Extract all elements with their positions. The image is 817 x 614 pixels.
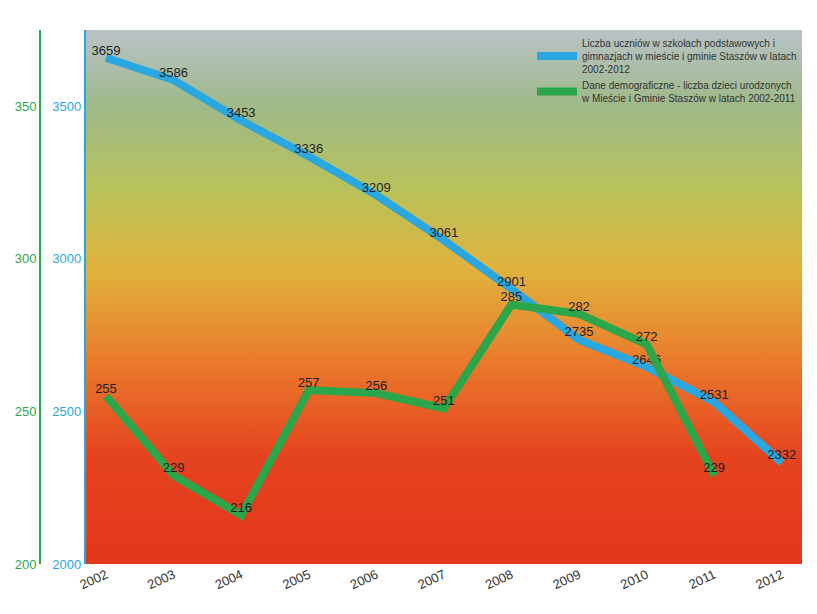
svg-text:200: 200 bbox=[15, 557, 37, 572]
svg-text:2002: 2002 bbox=[77, 567, 110, 593]
svg-text:2000: 2000 bbox=[52, 557, 81, 572]
svg-text:2008: 2008 bbox=[483, 567, 516, 593]
svg-text:2735: 2735 bbox=[565, 324, 594, 339]
svg-text:Liczba uczniów w szkołach pods: Liczba uczniów w szkołach podstawowych i… bbox=[582, 38, 797, 75]
svg-text:255: 255 bbox=[95, 381, 117, 396]
svg-text:3586: 3586 bbox=[159, 65, 188, 80]
svg-text:251: 251 bbox=[433, 393, 455, 408]
svg-text:300: 300 bbox=[15, 251, 37, 266]
svg-text:2003: 2003 bbox=[145, 567, 178, 593]
svg-text:2332: 2332 bbox=[767, 447, 796, 462]
svg-text:2007: 2007 bbox=[415, 567, 448, 593]
svg-text:272: 272 bbox=[636, 329, 658, 344]
svg-text:3061: 3061 bbox=[429, 225, 458, 240]
svg-text:2005: 2005 bbox=[280, 567, 313, 593]
svg-text:3000: 3000 bbox=[52, 251, 81, 266]
svg-text:2531: 2531 bbox=[700, 387, 729, 402]
svg-text:3453: 3453 bbox=[227, 105, 256, 120]
svg-text:282: 282 bbox=[568, 299, 590, 314]
svg-text:2646: 2646 bbox=[632, 352, 661, 367]
svg-text:256: 256 bbox=[365, 378, 387, 393]
svg-text:285: 285 bbox=[501, 289, 523, 304]
svg-text:3209: 3209 bbox=[362, 180, 391, 195]
svg-text:3659: 3659 bbox=[92, 43, 121, 58]
svg-text:2011: 2011 bbox=[686, 567, 718, 592]
svg-text:2004: 2004 bbox=[213, 567, 246, 593]
svg-text:216: 216 bbox=[230, 500, 252, 515]
svg-text:2500: 2500 bbox=[52, 404, 81, 419]
svg-text:2009: 2009 bbox=[550, 567, 583, 593]
svg-text:3500: 3500 bbox=[52, 99, 81, 114]
svg-text:2901: 2901 bbox=[497, 274, 526, 289]
svg-text:2010: 2010 bbox=[618, 567, 651, 593]
svg-text:3336: 3336 bbox=[294, 141, 323, 156]
svg-text:250: 250 bbox=[15, 404, 37, 419]
svg-text:2012: 2012 bbox=[753, 567, 786, 593]
svg-text:257: 257 bbox=[298, 375, 320, 390]
svg-text:Dane demograficzne - liczba dz: Dane demograficzne - liczba dzieci urodz… bbox=[581, 80, 796, 104]
svg-text:2006: 2006 bbox=[348, 567, 381, 593]
svg-text:350: 350 bbox=[15, 99, 37, 114]
svg-text:229: 229 bbox=[703, 460, 725, 475]
svg-text:229: 229 bbox=[163, 460, 185, 475]
